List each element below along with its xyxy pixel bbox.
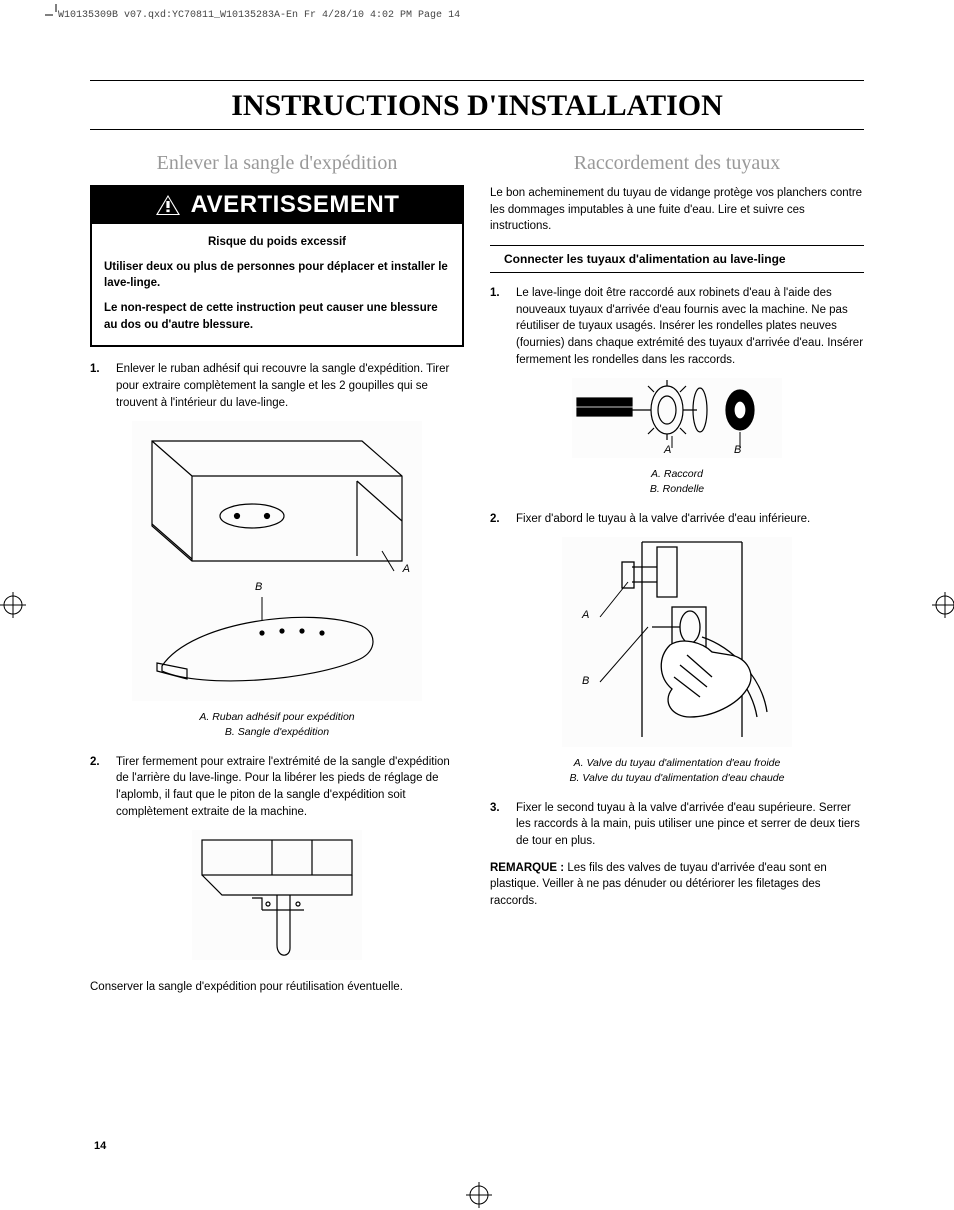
left-steps-2: Tirer fermement pour extraire l'extrémit… xyxy=(90,754,464,821)
left-section-title: Enlever la sangle d'expédition xyxy=(90,152,464,175)
right-note: REMARQUE : Les fils des valves de tuyau … xyxy=(490,860,864,910)
registration-mark-right xyxy=(932,592,954,614)
main-title: INSTRUCTIONS D'INSTALLATION xyxy=(90,89,864,123)
right-steps-2: Fixer d'abord le tuyau à la valve d'arri… xyxy=(490,511,864,528)
left-figure-2 xyxy=(90,830,464,965)
shipping-strap-illustration: A B xyxy=(132,421,422,701)
left-steps-1: Enlever le ruban adhésif qui recouvre la… xyxy=(90,361,464,411)
right-fig2-caption-b: B. Valve du tuyau d'alimentation d'eau c… xyxy=(490,771,864,786)
right-fig2-label-b: B xyxy=(582,675,589,687)
right-step-3: Fixer le second tuyau à la valve d'arriv… xyxy=(490,800,864,850)
right-note-label: REMARQUE : xyxy=(490,862,564,874)
right-figure-2: A B A. Valve du tuyau d'alimentation d'e… xyxy=(490,537,864,785)
page-content: INSTRUCTIONS D'INSTALLATION Enlever la s… xyxy=(90,80,864,1006)
rule-below-subtitle xyxy=(490,272,864,273)
right-fig2-caption: A. Valve du tuyau d'alimentation d'eau f… xyxy=(490,756,864,785)
registration-mark-left xyxy=(0,592,22,614)
left-step-2: Tirer fermement pour extraire l'extrémit… xyxy=(90,754,464,821)
warning-box: AVERTISSEMENT Risque du poids excessif U… xyxy=(90,185,464,347)
warning-header-text: AVERTISSEMENT xyxy=(191,191,400,219)
right-fig1-caption: A. Raccord B. Rondelle xyxy=(490,467,864,496)
warning-body: Risque du poids excessif Utiliser deux o… xyxy=(92,224,462,345)
registration-mark-bottom xyxy=(466,1182,488,1204)
right-fig1-caption-b: B. Rondelle xyxy=(490,482,864,497)
right-step-2: Fixer d'abord le tuyau à la valve d'arri… xyxy=(490,511,864,528)
left-fig1-caption: A. Ruban adhésif pour expédition B. Sang… xyxy=(90,710,464,739)
file-header-line: W10135309B v07.qxd:YC70811_W10135283A-En… xyxy=(58,10,460,21)
left-step-1: Enlever le ruban adhésif qui recouvre la… xyxy=(90,361,464,411)
coupling-washer-illustration: A B xyxy=(572,378,782,458)
right-section-title: Raccordement des tuyaux xyxy=(490,152,864,175)
right-fig1-caption-a: A. Raccord xyxy=(490,467,864,482)
right-figure-1: A B A. Raccord B. Rondelle xyxy=(490,378,864,496)
left-fig1-caption-b: B. Sangle d'expédition xyxy=(90,725,464,740)
right-fig1-label-b: B xyxy=(734,444,741,456)
right-fig1-label-a: A xyxy=(664,444,671,456)
rule-above-subtitle xyxy=(490,245,864,246)
left-footer-line: Conserver la sangle d'expédition pour ré… xyxy=(90,979,464,996)
rule-under-title xyxy=(90,129,864,130)
left-figure-1: A B A. Ruban adhésif pour expédition B. … xyxy=(90,421,464,739)
left-column: Enlever la sangle d'expédition AVERTISSE… xyxy=(90,152,464,1006)
warning-paragraph-2: Le non-respect de cette instruction peut… xyxy=(104,300,450,333)
warning-subtitle: Risque du poids excessif xyxy=(104,234,450,251)
valve-connection-illustration: A B xyxy=(562,537,792,747)
right-column: Raccordement des tuyaux Le bon acheminem… xyxy=(490,152,864,1006)
left-fig1-label-a: A xyxy=(403,563,410,575)
right-intro: Le bon acheminement du tuyau de vidange … xyxy=(490,185,864,235)
warning-triangle-icon xyxy=(155,194,181,216)
left-fig1-caption-a: A. Ruban adhésif pour expédition xyxy=(90,710,464,725)
right-fig2-caption-a: A. Valve du tuyau d'alimentation d'eau f… xyxy=(490,756,864,771)
right-steps-3: Fixer le second tuyau à la valve d'arriv… xyxy=(490,800,864,850)
two-column-layout: Enlever la sangle d'expédition AVERTISSE… xyxy=(90,152,864,1006)
rule-top xyxy=(90,80,864,81)
shipping-strap-removal-illustration xyxy=(192,830,362,960)
page-number: 14 xyxy=(94,1140,106,1152)
right-steps: Le lave-linge doit être raccordé aux rob… xyxy=(490,285,864,368)
warning-paragraph-1: Utiliser deux ou plus de personnes pour … xyxy=(104,259,450,292)
right-sub-title: Connecter les tuyaux d'alimentation au l… xyxy=(490,252,864,266)
warning-header: AVERTISSEMENT xyxy=(92,187,462,224)
right-step-1: Le lave-linge doit être raccordé aux rob… xyxy=(490,285,864,368)
right-fig2-label-a: A xyxy=(582,609,589,621)
left-fig1-label-b: B xyxy=(255,581,262,593)
